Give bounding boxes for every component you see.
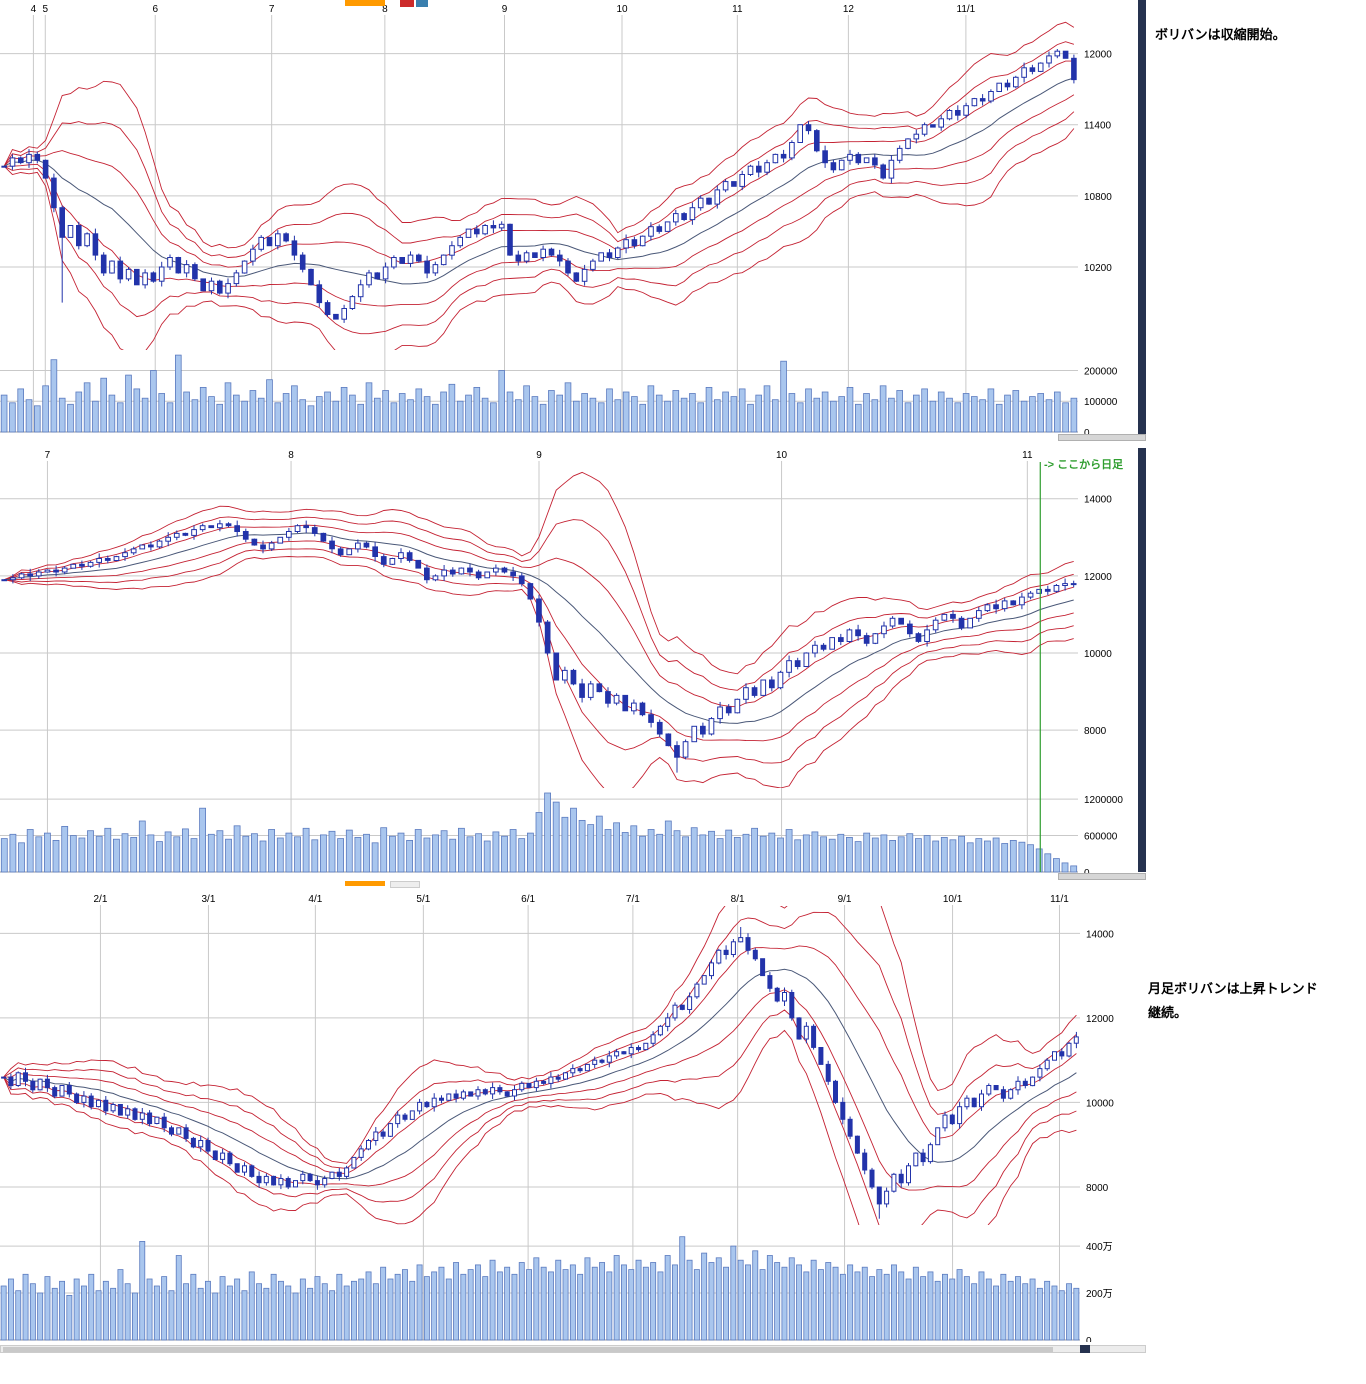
price-axis-label: 10000 — [1086, 1098, 1114, 1109]
vertical-scrollbar-middle-panel[interactable] — [1138, 448, 1146, 872]
x-axis-label: 9/1 — [838, 894, 852, 905]
price-axis-label: 8000 — [1084, 726, 1107, 737]
volume-axis-label: 200000 — [1084, 366, 1118, 377]
toolbar-fragment-blue-top — [416, 0, 428, 7]
x-axis-label: 10 — [776, 450, 788, 461]
x-axis-label: 11/1 — [1050, 894, 1069, 905]
volume-bars — [0, 354, 1078, 433]
x-axis-label: 6 — [152, 4, 158, 15]
x-axis-label: 11 — [732, 4, 743, 15]
chart-svg: 4 5 6 7 8 9 10 11 12 11/1 12000 11400 10800 10200 2000… — [0, 4, 1118, 439]
volume-axis-label: 0 — [1084, 428, 1090, 434]
bollinger-bands — [3, 906, 1077, 1225]
price-axis-label: 11400 — [1084, 121, 1112, 132]
scrollbar-corner-bottom — [1080, 1345, 1090, 1353]
chart-svg: 2/1 3/1 4/1 5/1 6/1 7/1 8/1 9/1 10/1 11/1 14000 120… — [0, 894, 1114, 1347]
h-scrollbar-top-panel[interactable] — [1058, 434, 1146, 441]
x-axis-label: 7 — [269, 4, 275, 15]
x-axis-label: 9 — [502, 4, 508, 15]
volume-axis-label: 100000 — [1084, 397, 1118, 408]
gridlines-and-axes: 4 5 6 7 8 9 10 11 12 11/1 12000 11400 10800 10200 2000… — [0, 4, 1118, 439]
price-axis-label: 10000 — [1084, 649, 1112, 660]
note-monthly-trend-line1: 月足ボリバンは上昇トレンド — [1148, 981, 1318, 996]
x-axis-label: 3/1 — [201, 894, 215, 905]
vertical-scrollbar-top-panel[interactable] — [1138, 0, 1146, 434]
candlesticks — [1, 520, 1077, 773]
h-scrollbar-bottom-panel[interactable] — [0, 1345, 1146, 1353]
chart-panel-top[interactable]: 4 5 6 7 8 9 10 11 12 11/1 12000 11400 10800 10200 2000… — [0, 0, 1146, 439]
volume-axis-label: 200万 — [1086, 1289, 1113, 1300]
daily-start-label: -> ここから日足 — [1044, 459, 1124, 471]
x-axis-label: 11 — [1022, 450, 1033, 461]
price-axis-label: 8000 — [1086, 1183, 1109, 1194]
price-axis-label: 10800 — [1084, 192, 1112, 203]
price-axis-label: 12000 — [1084, 572, 1112, 583]
candlesticks — [1, 927, 1079, 1219]
price-axis-label: 14000 — [1086, 929, 1114, 940]
x-axis-label: 5 — [42, 4, 48, 15]
note-bollinger-contraction: ボリバンは収縮開始。 — [1155, 27, 1286, 42]
x-axis-label: 4 — [31, 4, 37, 15]
x-axis-label: 8 — [382, 4, 388, 15]
x-axis-label: 5/1 — [416, 894, 430, 905]
x-axis-label: 12 — [843, 4, 855, 15]
price-axis-label: 14000 — [1084, 495, 1112, 506]
price-axis-label: 12000 — [1086, 1014, 1114, 1025]
x-axis-label: 7/1 — [626, 894, 640, 905]
toolbar-fragment-gray-mid — [390, 881, 420, 888]
volume-axis-label: 600000 — [1084, 832, 1118, 843]
note-monthly-trend-line2: 継続。 — [1148, 1005, 1188, 1020]
price-axis-label: 10200 — [1084, 263, 1112, 274]
x-axis-label: 2/1 — [93, 894, 107, 905]
volume-bars — [0, 1236, 1080, 1341]
chart-panel-bottom[interactable]: 2/1 3/1 4/1 5/1 6/1 7/1 8/1 9/1 10/1 11/1 14000 120… — [0, 888, 1146, 1347]
h-scrollbar-bottom-thumb[interactable] — [3, 1347, 1053, 1352]
candlesticks — [1, 49, 1077, 323]
bollinger-bands — [4, 471, 1074, 788]
x-axis-label: 4/1 — [308, 894, 322, 905]
volume-bars — [0, 792, 1078, 873]
x-axis-label: 9 — [536, 450, 542, 461]
price-axis-label: 12000 — [1084, 50, 1112, 61]
toolbar-fragment-orange-mid — [345, 881, 385, 886]
chart-panel-middle[interactable]: 7 8 9 10 11 14000 12000 10000 8000 1200000 600000 0 — [0, 448, 1146, 879]
volume-axis-label: 0 — [1086, 1336, 1092, 1342]
x-axis-label: 8 — [288, 450, 294, 461]
h-scrollbar-middle-panel[interactable] — [1058, 873, 1146, 880]
bollinger-bands — [3, 21, 1075, 350]
volume-axis-label: 1200000 — [1084, 795, 1123, 806]
x-axis-label: 11/1 — [957, 4, 976, 15]
x-axis-label: 10 — [616, 4, 628, 15]
toolbar-fragment-red-top — [400, 0, 414, 7]
x-axis-label: 8/1 — [731, 894, 745, 905]
toolbar-fragment-orange-top — [345, 0, 385, 6]
x-axis-label: 7 — [45, 450, 51, 461]
volume-axis-label: 400万 — [1086, 1242, 1113, 1253]
x-axis-label: 6/1 — [521, 894, 535, 905]
x-axis-label: 10/1 — [943, 894, 963, 905]
